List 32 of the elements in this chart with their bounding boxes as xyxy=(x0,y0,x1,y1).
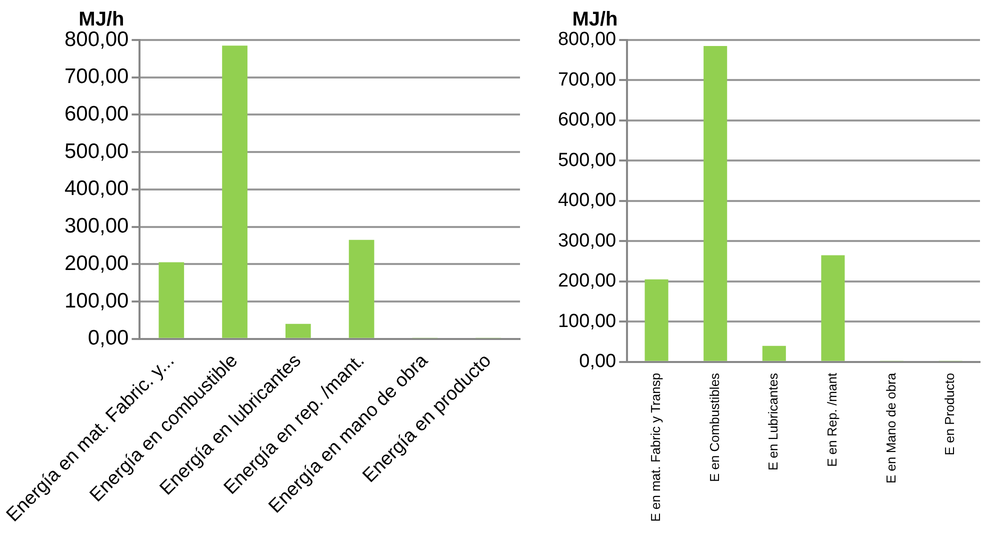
y-tick-label: 100,00 xyxy=(64,289,129,312)
x-tick-label: E en Producto xyxy=(942,372,958,456)
y-tick-label: 600,00 xyxy=(558,110,616,131)
bar xyxy=(222,46,248,338)
x-tick-label: E en Mano de obra xyxy=(883,372,898,484)
bar xyxy=(644,279,668,361)
bar xyxy=(762,346,786,361)
y-tick-label: 400,00 xyxy=(64,177,129,200)
y-tick-label: 500,00 xyxy=(64,140,129,163)
bar xyxy=(348,240,374,338)
y-tick-label: 600,00 xyxy=(64,102,129,126)
y-tick-label: 700,00 xyxy=(64,65,129,88)
x-tick-label: E en Lubricantes xyxy=(766,372,781,471)
y-tick-label: 700,00 xyxy=(558,69,616,90)
bar xyxy=(285,324,311,338)
y-tick-label: 0,00 xyxy=(579,351,616,372)
x-tick-label: E en Combustibles xyxy=(706,372,722,482)
y-axis-title: MJ/h xyxy=(572,8,618,31)
y-tick-label: 300,00 xyxy=(558,230,616,252)
x-tick-label: E en mat. Fabric y Transp xyxy=(648,372,664,522)
bar xyxy=(704,46,728,361)
y-tick-label: 0,00 xyxy=(88,326,129,350)
bar xyxy=(158,262,184,338)
y-tick-label: 100,00 xyxy=(558,310,616,332)
y-tick-label: 300,00 xyxy=(64,214,129,238)
y-tick-label: 200,00 xyxy=(64,252,129,275)
bar xyxy=(821,255,845,361)
y-tick-label: 200,00 xyxy=(558,270,616,292)
y-tick-label: 500,00 xyxy=(558,150,616,171)
y-tick-label: 400,00 xyxy=(558,190,616,212)
y-tick-label: 800,00 xyxy=(558,29,616,50)
x-tick-label: E en Rep. /mant xyxy=(824,372,840,467)
